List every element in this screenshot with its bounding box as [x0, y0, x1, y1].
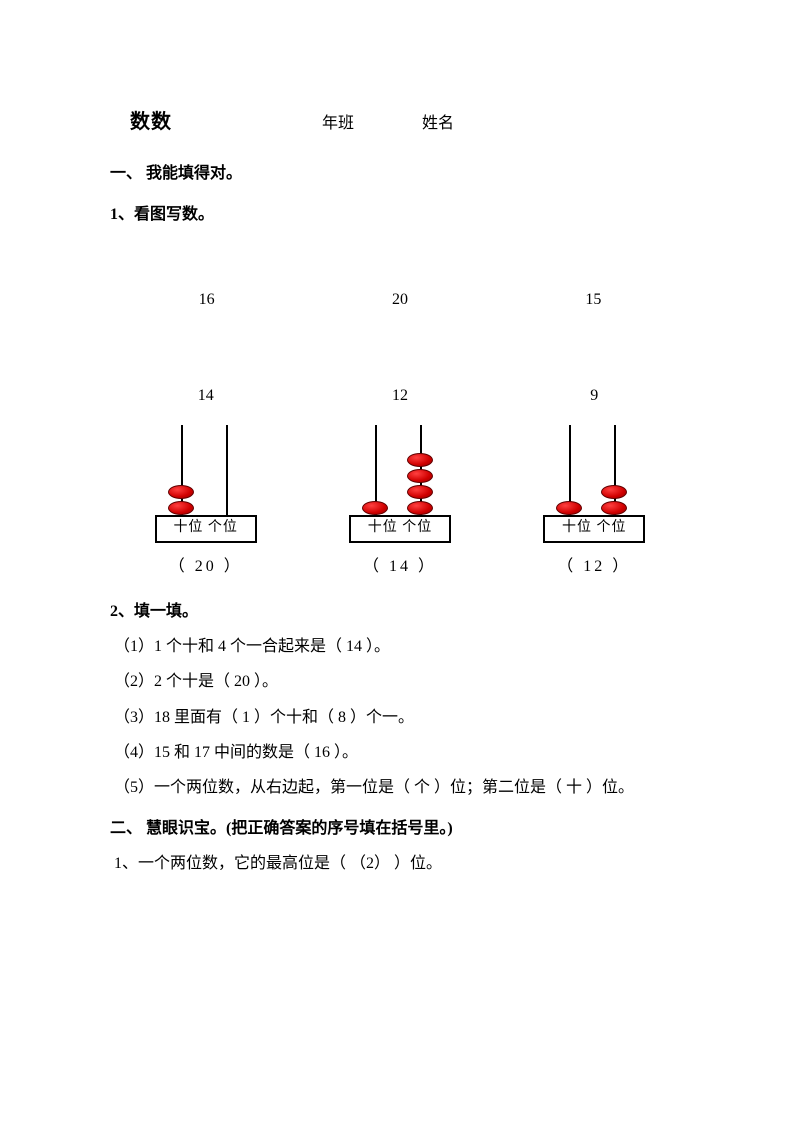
bead — [168, 485, 194, 499]
abacus-base: 十位 个位 — [155, 515, 257, 543]
abacus-row: 14 十位 个位 （ 20 ） 12 十位 个位 — [110, 378, 690, 584]
section1-heading: 一、 我能填得对。 — [110, 156, 690, 191]
name-label: 姓名 — [422, 115, 454, 132]
abacus-c-top: 9 — [590, 378, 598, 413]
abacus-c-answer: （ 12 ） — [557, 549, 631, 584]
title-main: 数数 — [130, 100, 172, 144]
q2-line-4: （4）15 和 17 中间的数是（ 16 ）。 — [114, 735, 690, 770]
abacus-base: 十位 个位 — [543, 515, 645, 543]
abacus-a-top: 14 — [198, 378, 214, 413]
abacus-b-top: 12 — [392, 378, 408, 413]
abacus-b-answer: （ 14 ） — [363, 549, 437, 584]
abacus-col-c: 9 十位 个位 （ 12 ） — [499, 378, 690, 584]
bead — [407, 469, 433, 483]
abacus-b: 十位 个位 — [345, 423, 455, 543]
abacus-c: 十位 个位 — [539, 423, 649, 543]
answer-20: 20 — [304, 282, 495, 317]
abacus-col-a: 14 十位 个位 （ 20 ） — [110, 378, 301, 584]
section2-q1: 1、一个两位数，它的最高位是（ （2） ）位。 — [114, 846, 690, 881]
q2-heading: 2、填一填。 — [110, 594, 690, 629]
q2-line-2: （2）2 个十是（ 20 ）。 — [114, 664, 690, 699]
q2-line-5: （5）一个两位数，从右边起，第一位是（ 个 ）位；第二位是（ 十 ）位。 — [114, 770, 690, 805]
bead — [407, 485, 433, 499]
title-meta: 年班 姓名 — [322, 106, 454, 141]
section2-heading: 二、 慧眼识宝。(把正确答案的序号填在括号里。) — [110, 811, 690, 846]
abacus-a-answer: （ 20 ） — [169, 549, 243, 584]
bead — [407, 453, 433, 467]
numbers-row-1: 16 20 15 — [110, 282, 690, 317]
rod-ones — [226, 425, 228, 517]
q2-line-1: （1）1 个十和 4 个一合起来是（ 14 ）。 — [114, 629, 690, 664]
abacus-a: 十位 个位 — [151, 423, 261, 543]
title-row: 数数 年班 姓名 — [110, 100, 690, 144]
answer-16: 16 — [111, 282, 302, 317]
bead — [601, 485, 627, 499]
q2-line-3: （3）18 里面有（ 1 ）个十和（ 8 ）个一。 — [114, 700, 690, 735]
abacus-base: 十位 个位 — [349, 515, 451, 543]
class-label: 年班 — [322, 115, 354, 132]
abacus-col-b: 12 十位 个位 （ 14 ） — [304, 378, 495, 584]
q1-heading: 1、看图写数。 — [110, 197, 690, 232]
worksheet-page: 数数 年班 姓名 一、 我能填得对。 1、看图写数。 16 20 15 14 十… — [0, 0, 800, 941]
answer-15: 15 — [498, 282, 689, 317]
